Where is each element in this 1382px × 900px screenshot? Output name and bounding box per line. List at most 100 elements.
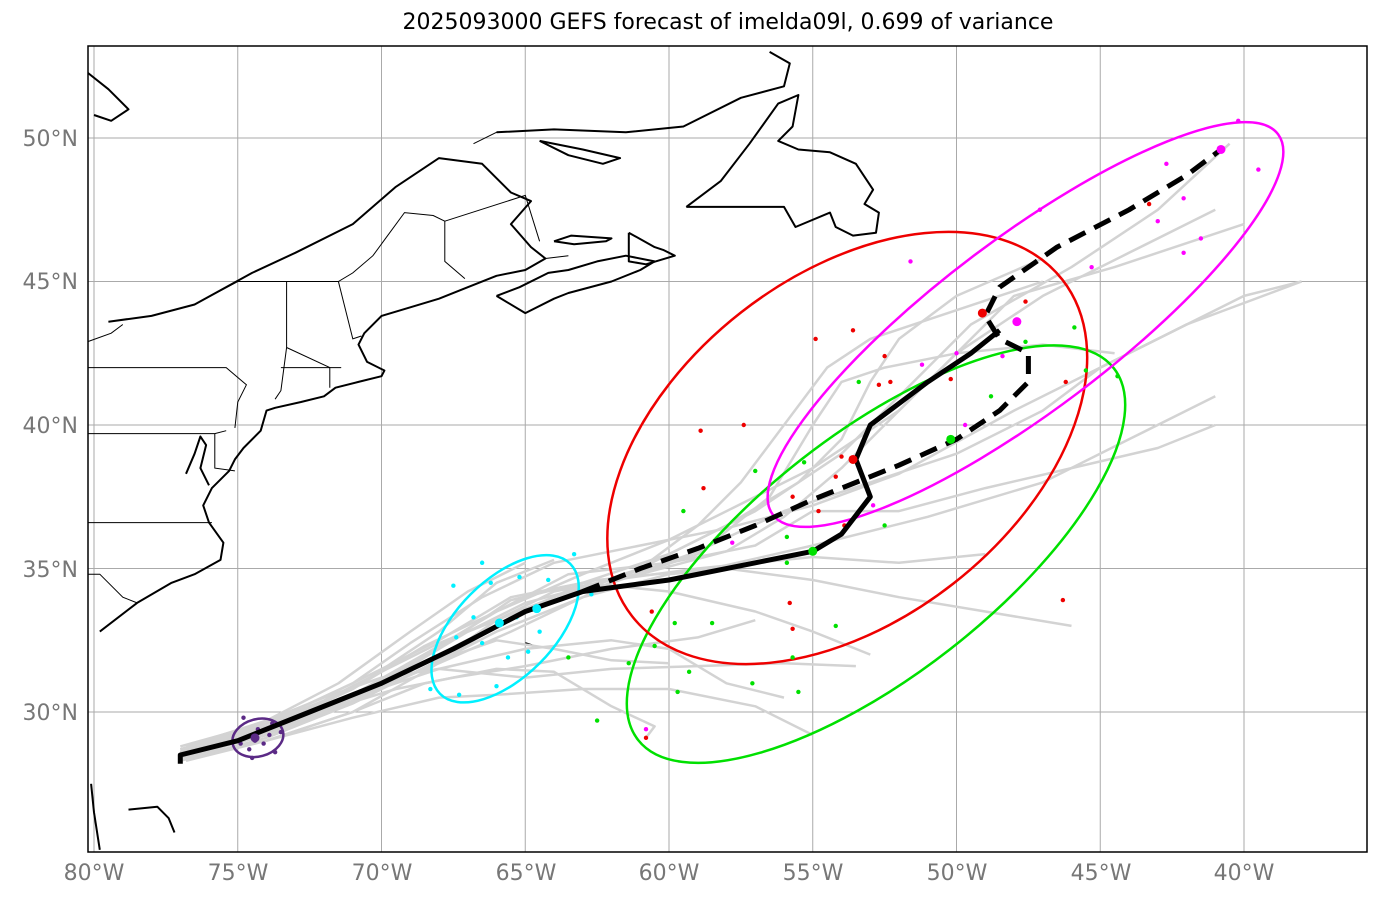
green-member-point [681,508,686,514]
ensemble-track [179,222,1245,754]
magenta-member-point [730,540,735,545]
coastline [128,805,176,833]
y-tick-label: 30°N [23,701,78,726]
green-member-point [790,655,795,660]
x-tick-label: 55°W [783,861,844,886]
coastlines [88,51,880,850]
magenta-member-point [1037,207,1043,212]
border-line [214,433,235,472]
magenta-mean-marker [1012,317,1022,327]
border-line [88,430,227,435]
border-line [88,573,138,604]
red-member-point [882,353,887,359]
green-member-point [626,661,631,666]
green-mean-marker [808,546,818,556]
green-member-point [1083,368,1089,373]
purple-member-point [241,715,246,720]
red-member-point [813,336,818,342]
green-member-point [686,669,692,675]
green-member-point [1023,339,1028,344]
coastline [495,254,656,315]
coastline [496,51,791,134]
green-member-point [796,689,801,695]
red-member-point [839,454,844,459]
x-tick-label: 75°W [208,861,269,886]
red-member-point [850,328,856,333]
ensemble-track [179,423,1216,754]
cyan-member-point [505,655,511,660]
red-ellipse [606,230,1089,666]
magenta-member-point [962,422,968,428]
green-mean-marker [946,434,956,444]
x-tick-label: 80°W [64,861,125,886]
cyan-member-point [589,592,594,597]
green-member-point [988,394,994,399]
green-member-point [709,620,715,626]
magenta-member-point [919,362,925,367]
green-member-point [1115,374,1120,379]
coastline [539,139,622,165]
ensemble-track [180,667,656,760]
magenta-member-point [1164,161,1169,167]
magenta-member-point [1155,219,1160,224]
cyan-member-point [517,574,522,580]
red-member-point [1146,201,1152,207]
border-line [194,212,466,305]
cyan-member-point [537,629,542,634]
coastline [90,783,101,850]
green-member-point [1072,325,1077,330]
x-axis-ticks: 80°W 75°W 70°W 65°W 60°W 55°W 50°W 45°W … [64,861,1275,886]
cyan-member-point [488,580,493,586]
cyan-member-point [451,583,456,588]
plot-frame [87,45,1368,853]
green-member-point [833,623,838,629]
purple-member-point [261,741,266,746]
magenta-member-point [908,259,913,264]
purple-ellipse [231,717,285,759]
x-tick-label: 45°W [1071,861,1132,886]
green-member-point [675,689,680,695]
red-mean-marker [848,454,858,464]
red-member-point [790,494,795,499]
cyan-ellipse [430,553,581,704]
mean-track [177,144,1226,764]
purple-member-point [249,755,255,761]
ensemble-tracks [179,142,1302,763]
border-line [444,194,541,242]
y-tick-label: 40°N [23,414,78,439]
magenta-member-point [1089,264,1094,270]
border-line [473,131,497,145]
x-tick-label: 50°W [927,861,988,886]
green-member-point [856,379,861,385]
coastline [685,94,880,237]
magenta-member-point [870,503,876,508]
cyan-mean-marker [494,618,504,628]
green-member-point [672,620,677,626]
y-tick-label: 50°N [23,127,78,152]
cyan-mean-marker [532,604,542,614]
green-member-point [750,681,755,686]
x-tick-label: 40°W [1214,861,1275,886]
green-member-point [784,560,790,565]
y-tick-label: 45°N [23,270,78,295]
purple-member-point [278,729,284,735]
green-member-point [566,655,571,660]
red-member-point [790,626,795,631]
lat-lon-grid [88,46,1367,852]
purple-mean-marker [250,733,260,743]
magenta-mean-marker [1216,144,1226,154]
purple-member-point [247,747,252,752]
cyan-member-point [479,560,485,565]
ensemble-track [179,343,1115,751]
x-tick-label: 60°W [639,861,700,886]
coastline [99,157,547,633]
coastline [553,234,613,246]
chart-title: 2025093000 GEFS forecast of imelda09l, 0… [402,10,1054,35]
red-member-point [643,735,649,741]
red-member-point [876,382,882,388]
x-tick-label: 70°W [352,861,413,886]
green-member-point [801,460,807,465]
border-line [545,255,569,259]
red-member-point [833,474,838,479]
